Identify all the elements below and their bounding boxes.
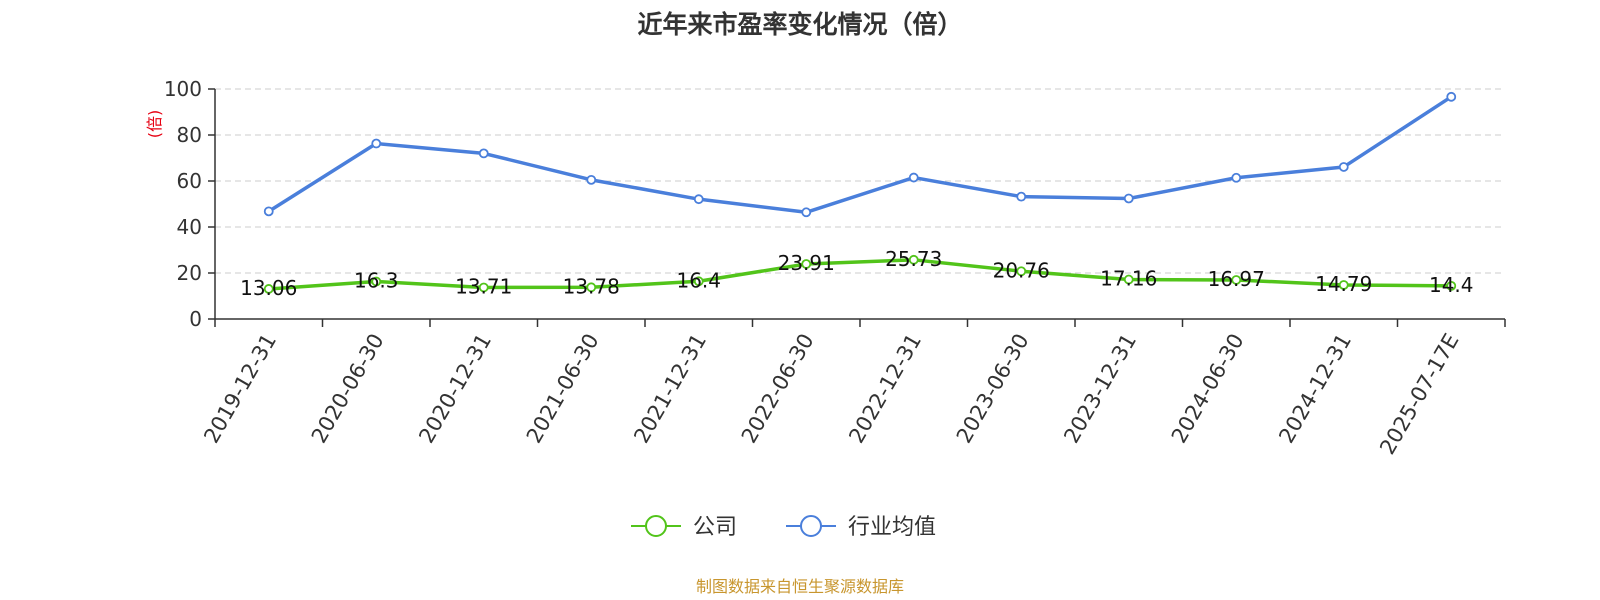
legend-swatch-marker [800, 515, 822, 537]
data-point [1231, 172, 1242, 183]
legend-label: 行业均值 [848, 515, 936, 540]
data-label: 13.78 [563, 274, 620, 298]
y-tick-label: 0 [189, 307, 202, 331]
x-tick-label: 2023-06-30 [952, 330, 1034, 448]
data-point [801, 259, 812, 269]
series-line [267, 95, 1453, 215]
series-line [268, 258, 1452, 291]
data-label: 13.06 [240, 276, 297, 300]
grid-lines [215, 88, 1505, 274]
data-label: 16.97 [1208, 267, 1265, 291]
legend-item: 公司 [631, 515, 737, 540]
legend-swatch-marker [645, 515, 667, 537]
data-label: 17.16 [1100, 267, 1157, 291]
data-point [478, 148, 489, 159]
x-tick-label: 2019-12-31 [199, 330, 281, 448]
data-point [586, 282, 597, 293]
y-tick-label: 60 [177, 169, 202, 193]
data-point [263, 206, 274, 217]
data-point [1446, 280, 1457, 291]
data-point [478, 282, 489, 293]
y-tick-label: 20 [177, 261, 202, 285]
data-point [1231, 275, 1242, 285]
data-point [1338, 280, 1349, 290]
data-point [693, 194, 704, 205]
chart-title: 近年来市盈率变化情况（倍） [637, 10, 962, 39]
x-tick-label: 2021-12-31 [629, 330, 711, 448]
data-point [371, 276, 382, 287]
series-lines [263, 91, 1457, 294]
data-label: 16.4 [676, 268, 721, 292]
data-label: 23.91 [778, 251, 835, 275]
y-tick-label: 100 [164, 77, 202, 101]
data-label: 14.79 [1315, 272, 1372, 296]
data-point [693, 276, 704, 287]
legend-label: 公司 [693, 515, 737, 540]
data-point [586, 174, 597, 185]
x-tick-label: 2022-12-31 [844, 330, 926, 448]
data-label: 25.73 [885, 247, 942, 271]
x-tick-label: 2020-12-31 [414, 330, 496, 448]
source-note: 制图数据来自恒生聚源数据库 [696, 577, 904, 596]
x-tick-label: 2020-06-30 [307, 330, 389, 448]
data-point [1016, 266, 1027, 277]
x-tick-label: 2021-06-30 [522, 330, 604, 448]
x-tick-label: 2022-06-30 [737, 330, 819, 448]
data-labels: 13.06 16.3 13.71 13.78 16.4 23.91 25.73 20.76 17… [240, 247, 1473, 300]
x-tick-label: 2024-12-31 [1274, 330, 1356, 448]
data-point [908, 172, 919, 183]
data-point [1123, 193, 1134, 204]
data-label: 14.4 [1429, 273, 1474, 297]
y-tick-label: 40 [177, 215, 202, 239]
data-point [908, 254, 919, 265]
x-tick-label: 2024-06-30 [1167, 330, 1249, 448]
x-tick-label: 2025-07-17E [1375, 330, 1463, 459]
data-point [1446, 91, 1457, 102]
legend: 公司 行业均值 [631, 515, 936, 540]
data-point [263, 284, 274, 294]
data-point [1123, 274, 1134, 285]
data-point [801, 207, 812, 218]
data-label: 13.71 [455, 274, 512, 298]
data-point [1338, 162, 1349, 172]
y-tick-label: 80 [177, 123, 202, 147]
y-axis-label: (倍) [145, 110, 164, 139]
data-label: 16.3 [354, 269, 399, 293]
data-point [1016, 191, 1027, 202]
data-label: 20.76 [993, 258, 1050, 282]
data-point [371, 138, 382, 149]
legend-item: 行业均值 [786, 515, 936, 540]
x-tick-label: 2023-12-31 [1059, 330, 1141, 448]
